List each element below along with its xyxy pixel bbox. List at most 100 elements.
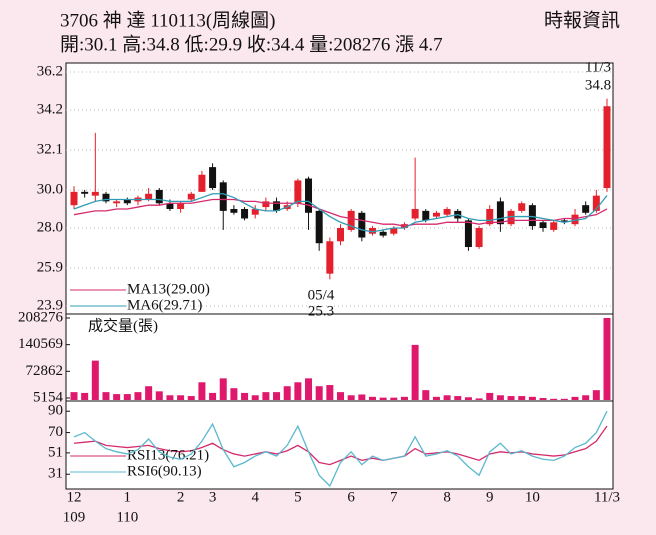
x-tick-label: 3 (209, 489, 217, 505)
y-tick-label: 70 (48, 424, 63, 440)
volume-bar (528, 396, 536, 400)
quote: 開:30.1 高:34.8 低:29.9 收:34.4 量:208276 漲 4… (60, 33, 443, 55)
series-line (73, 193, 608, 233)
x-tick-label: 8 (443, 489, 451, 505)
candle-body (347, 210, 355, 230)
candle-body (166, 203, 174, 209)
candle-body (486, 208, 494, 225)
legend-label: RSI6(90.13) (127, 463, 202, 479)
candle-body (422, 210, 430, 221)
volume-bar (432, 396, 440, 400)
y-tick-label: 51 (48, 444, 63, 460)
volume-bar (464, 397, 472, 400)
volume-bar (400, 396, 408, 400)
volume-bar (241, 392, 249, 400)
plot-frame (65, 62, 614, 490)
x-tick-label: 7 (390, 489, 398, 505)
volume-bar (486, 392, 494, 400)
candle-body (145, 193, 153, 200)
candle-body (390, 228, 398, 234)
legend-label: MA13(29.00) (127, 281, 210, 297)
candle-body (528, 205, 536, 227)
volume-bar (209, 392, 217, 400)
volume-bar (305, 378, 313, 400)
candle-body (241, 208, 249, 219)
volume-bar (81, 392, 89, 400)
volume-bar (592, 390, 600, 400)
candle-body (91, 191, 99, 196)
candle-body (379, 231, 387, 236)
volume-bar (539, 398, 547, 400)
y-tick-label: 34.2 (37, 101, 63, 117)
panel-title: 成交量(張) (88, 316, 158, 334)
volume-bar (262, 392, 270, 400)
volume-bar (518, 396, 526, 400)
y-tick-label: 31 (48, 466, 63, 482)
candle-body (294, 180, 302, 204)
stock-title: 3706 神 達 110113(周線圖) (60, 9, 276, 31)
candle-body (262, 201, 270, 208)
volume-bar (496, 395, 504, 400)
x-tick-label: 10 (525, 489, 540, 505)
x-tick-label: 6 (347, 489, 355, 505)
candle-body (177, 203, 185, 209)
volume-bar (70, 392, 78, 400)
volume-bar (315, 386, 323, 400)
volume-bar (582, 395, 590, 400)
candle-body (209, 167, 217, 189)
candle-body (582, 205, 590, 213)
volume-bar (155, 391, 163, 400)
candle-body (432, 212, 440, 217)
volume-bar (337, 392, 344, 400)
candle-body (70, 191, 78, 206)
candle-body (198, 174, 206, 192)
volume-bar (379, 397, 387, 400)
candle-body (550, 222, 558, 230)
annotation: 05/4 (308, 287, 335, 303)
candle-body (571, 214, 579, 225)
volume-bar (411, 344, 419, 400)
volume-bar (283, 386, 291, 400)
x-tick-label: 9 (486, 489, 494, 505)
volume-bar (187, 396, 195, 400)
volume-bar (358, 394, 366, 400)
candle-body (496, 201, 504, 225)
y-tick-label: 140569 (18, 336, 63, 352)
y-tick-label: 5154 (33, 389, 64, 405)
series-line (73, 198, 608, 227)
y-tick-label: 32.1 (37, 141, 63, 157)
series-line (73, 410, 608, 488)
x-tick-label: 12 (67, 489, 82, 505)
volume-bar (102, 392, 110, 400)
volume-bar (507, 396, 515, 400)
candle-body (368, 228, 376, 234)
y-tick-label: 25.9 (37, 259, 63, 275)
candle-body (464, 220, 472, 248)
y-tick-label: 28.0 (37, 219, 63, 235)
candle-body (560, 220, 568, 223)
volume-bar (571, 396, 579, 400)
candle-body (326, 241, 334, 274)
y-tick-label: 90 (48, 403, 63, 419)
x-tick-label: 2 (177, 489, 185, 505)
volume-bar (603, 318, 611, 400)
candle-body (539, 222, 547, 228)
volume-bar (177, 395, 185, 400)
candle-body (113, 201, 121, 204)
volume-bar (145, 386, 153, 400)
x-tick-label: 11/3 (594, 489, 620, 505)
y-tick-label: 23.9 (37, 297, 63, 313)
volume-bar (230, 388, 238, 400)
volume-bar (368, 396, 376, 400)
candle-body (187, 193, 195, 200)
y-tick-label: 30.0 (37, 181, 63, 197)
volume-bar (91, 360, 99, 400)
candle-body (102, 193, 110, 202)
volume-bar (294, 382, 302, 400)
annotation: 25.3 (308, 303, 334, 319)
volume-bar (443, 395, 451, 400)
candle-body (81, 191, 89, 194)
candle-body (123, 199, 131, 204)
volume-bar (422, 390, 430, 400)
volume-bar (134, 392, 142, 400)
